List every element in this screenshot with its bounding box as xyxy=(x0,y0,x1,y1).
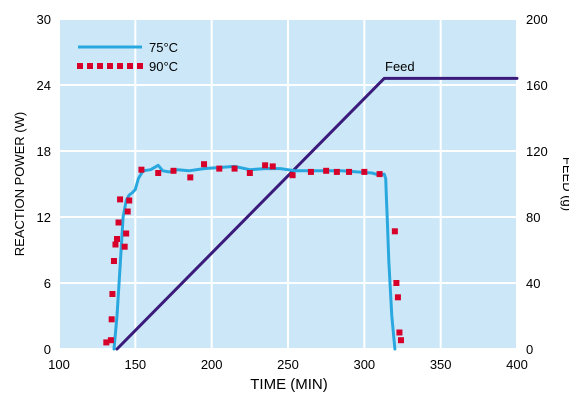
x-tick-label: 150 xyxy=(124,357,146,372)
x-tick-label: 250 xyxy=(277,357,299,372)
left-tick-label: 18 xyxy=(37,144,51,159)
left-tick-label: 0 xyxy=(44,342,51,357)
data-point-90c xyxy=(123,230,130,237)
data-point-90c xyxy=(397,337,404,344)
legend-marker xyxy=(127,63,133,69)
data-point-90c xyxy=(231,165,238,172)
data-point-90c xyxy=(114,236,121,242)
data-point-90c xyxy=(124,208,131,215)
left-axis-title: REACTION POWER (W) xyxy=(12,112,27,256)
data-point-90c xyxy=(289,172,296,179)
data-point-90c xyxy=(170,167,177,174)
data-point-90c xyxy=(391,228,398,235)
data-point-90c xyxy=(246,170,253,176)
data-point-90c xyxy=(393,280,400,286)
data-point-90c xyxy=(346,168,353,175)
left-tick-label: 24 xyxy=(37,78,51,93)
data-point-90c xyxy=(394,294,401,301)
series-line-75c xyxy=(112,163,397,351)
legend-label-75c: 75°C xyxy=(149,40,178,55)
legend-label-90c: 90°C xyxy=(149,59,178,74)
x-axis-tick-labels: 100 150 200 250 300 350 400 xyxy=(48,357,528,372)
x-axis-title: TIME (MIN) xyxy=(250,376,327,393)
data-point-90c xyxy=(121,243,128,250)
x-tick-label: 100 xyxy=(48,357,70,372)
data-point-90c xyxy=(323,167,330,174)
series-line-feed xyxy=(115,76,519,351)
legend-marker xyxy=(97,63,103,69)
data-point-90c xyxy=(396,329,403,336)
data-point-90c xyxy=(107,337,114,344)
x-tick-label: 350 xyxy=(430,357,452,372)
x-tick-label: 200 xyxy=(201,357,223,372)
data-point-90c xyxy=(262,162,269,169)
legend-marker xyxy=(137,63,143,69)
right-tick-label: 200 xyxy=(526,12,548,27)
series-layer xyxy=(103,76,519,351)
legend-marker xyxy=(77,63,83,69)
feed-annotation-label: Feed xyxy=(385,59,415,74)
data-point-90c xyxy=(201,161,208,168)
right-axis-tick-labels: 0 40 80 120 160 200 xyxy=(526,12,548,357)
data-point-90c xyxy=(155,170,162,176)
data-point-90c xyxy=(117,196,124,203)
left-tick-label: 6 xyxy=(44,276,51,291)
x-tick-label: 400 xyxy=(506,357,528,372)
right-tick-label: 40 xyxy=(526,276,540,291)
legend-marker xyxy=(107,63,113,69)
data-point-90c xyxy=(112,241,119,248)
data-point-90c xyxy=(110,258,117,264)
data-point-90c xyxy=(138,166,145,173)
data-point-90c xyxy=(103,339,110,346)
right-tick-label: 80 xyxy=(526,210,540,225)
data-point-90c xyxy=(269,163,276,170)
x-tick-label: 300 xyxy=(353,357,375,372)
left-tick-label: 30 xyxy=(37,12,51,27)
right-tick-label: 160 xyxy=(526,78,548,93)
data-point-90c xyxy=(376,171,383,178)
data-point-90c xyxy=(108,316,115,323)
legend: 75°C 90°C xyxy=(77,40,178,74)
data-point-90c xyxy=(307,168,314,175)
left-tick-label: 12 xyxy=(37,210,51,225)
data-point-90c xyxy=(115,219,122,226)
data-point-90c xyxy=(333,168,340,175)
right-tick-label: 0 xyxy=(526,342,533,357)
data-point-90c xyxy=(187,174,194,181)
right-axis-title: FEED (g) xyxy=(560,157,569,211)
legend-marker xyxy=(87,63,93,69)
data-point-90c xyxy=(126,197,133,204)
legend-marker xyxy=(117,63,123,69)
data-point-90c xyxy=(109,291,116,297)
right-tick-label: 120 xyxy=(526,144,548,159)
left-axis-tick-labels: 0 6 12 18 24 30 xyxy=(37,12,51,357)
data-point-90c xyxy=(361,168,368,175)
data-point-90c xyxy=(216,165,223,172)
legend-swatch-90c xyxy=(77,63,143,69)
